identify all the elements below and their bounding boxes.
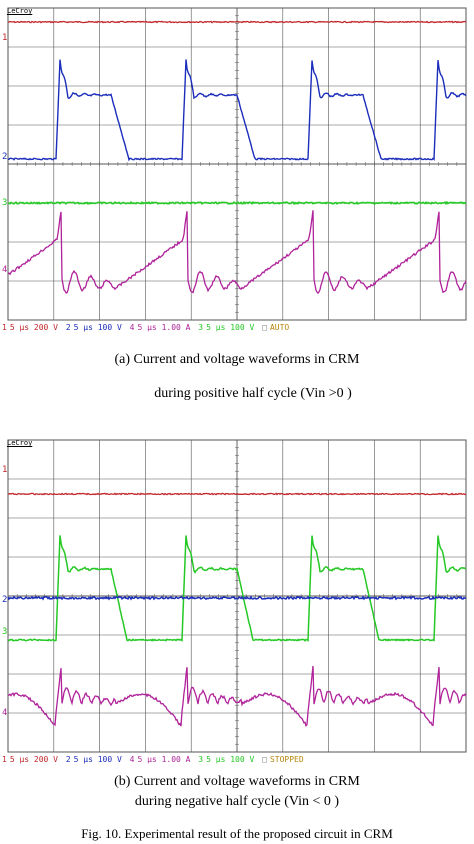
scope-a-grid [7, 7, 467, 321]
ch1-settings: 5 μs 200 V [9, 755, 58, 764]
scope-a-brand: LeCroy [7, 7, 33, 15]
ch4-num: 4 [129, 755, 135, 764]
scope-b-ch2-trace [7, 595, 467, 601]
scope-a-plot: 1 2 3 4 [2, 7, 467, 321]
ch2-settings: 5 μs 100 V [73, 755, 122, 764]
ch2-settings: 5 μs 100 V [73, 323, 122, 332]
caption-b-line2: during negative half cycle (Vin < 0 ) [134, 794, 340, 809]
mode-label: STOPPED [269, 755, 304, 764]
scope-b-ch4-marker: 4 [2, 708, 7, 718]
scope-b-grid [7, 439, 467, 753]
caption-a-line1: (a) Current and voltage waveforms in CRM [114, 352, 360, 367]
scope-b-ch3-marker: 3 [2, 627, 7, 637]
ch2-num: 2 [65, 755, 71, 764]
ch2-num: 2 [65, 323, 71, 332]
ch4-num: 4 [129, 323, 135, 332]
scope-b-brand: LeCroy [7, 439, 33, 447]
caption-a-line2: during positive half cycle (Vin >0 ) [154, 386, 352, 401]
scope-a-ch2-marker: 2 [2, 152, 7, 162]
scope-a-ch1-marker: 1 [2, 33, 7, 43]
scope-b-ch2-marker: 2 [2, 595, 7, 605]
status-box: □ [262, 755, 267, 764]
scope-b-ch3-trace [7, 535, 467, 642]
scope-a-ch3-trace [7, 200, 467, 206]
scope-b-ch1-marker: 1 [2, 465, 7, 475]
figure-caption: Fig. 10. Experimental result of the prop… [81, 826, 393, 841]
ch4-settings: 5 μs 1.00 A [137, 755, 191, 764]
scope-b-plot: 1 2 3 4 [2, 439, 467, 753]
scope-a-ch3-marker: 3 [2, 198, 7, 208]
ch4-settings: 5 μs 1.00 A [137, 323, 191, 332]
mode-label: AUTO [269, 323, 290, 332]
scope-a-ch4-marker: 4 [2, 265, 7, 275]
scope-a-ch4-trace [7, 210, 467, 295]
scope-a-ch1-trace [7, 20, 467, 24]
ch3-settings: 5 μs 100 V [206, 755, 255, 764]
ch1-settings: 5 μs 200 V [9, 323, 58, 332]
status-box: □ [262, 323, 267, 332]
scope-b-ch1-trace [7, 492, 466, 496]
scope-a-ch2-trace [7, 59, 467, 162]
ch1-num: 1 [2, 755, 7, 764]
caption-b-line1: (b) Current and voltage waveforms in CRM [114, 774, 360, 789]
ch3-num: 3 [198, 755, 204, 764]
scope-b-ch4-trace [8, 665, 467, 728]
ch3-num: 3 [198, 323, 204, 332]
ch3-settings: 5 μs 100 V [206, 323, 255, 332]
ch1-num: 1 [2, 323, 7, 332]
